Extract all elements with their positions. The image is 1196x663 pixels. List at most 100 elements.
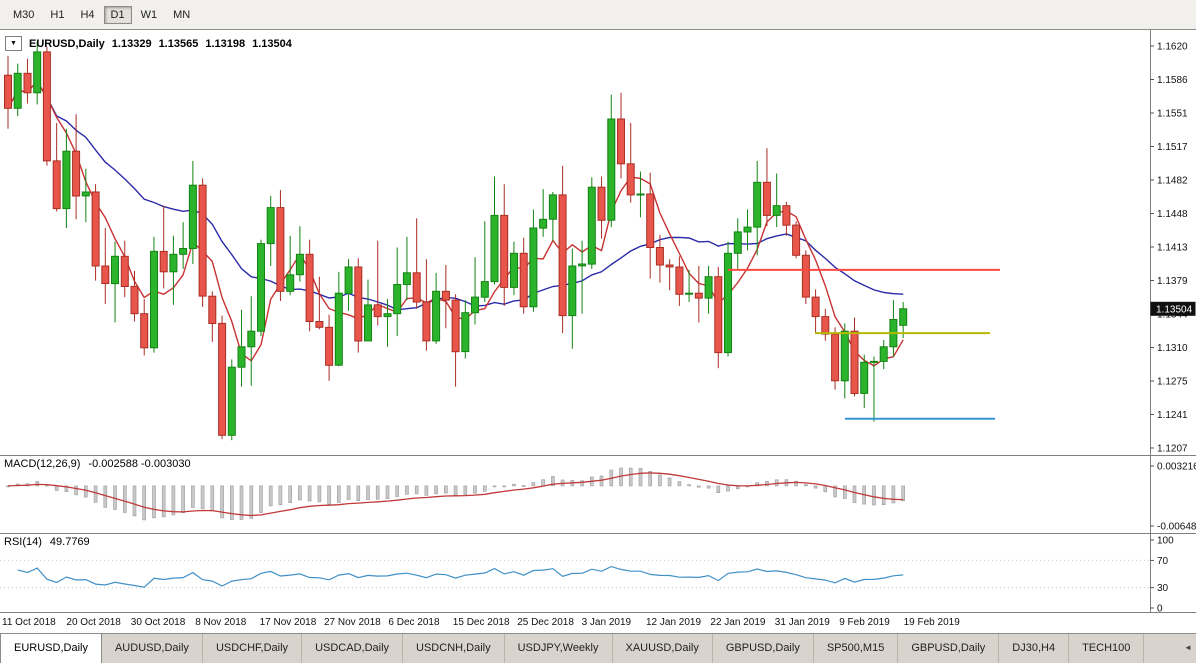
candle-body — [62, 150, 71, 210]
tab-USDCNH-Daily[interactable]: USDCNH,Daily — [403, 634, 505, 663]
macd-histogram-bar — [191, 485, 195, 508]
date-axis-label: 11 Oct 2018 — [2, 617, 56, 628]
tab-TECH100[interactable]: TECH100 — [1069, 634, 1145, 663]
macd-histogram-bar — [288, 485, 293, 503]
candle-body — [101, 265, 110, 284]
macd-histogram-bar — [220, 485, 224, 519]
macd-histogram-bar — [64, 485, 69, 492]
rsi-label: RSI(14) — [4, 536, 42, 548]
candle-body — [305, 253, 314, 322]
macd-histogram-bar — [200, 485, 205, 509]
candle-body — [617, 118, 625, 165]
candle-body — [266, 207, 275, 245]
macd-histogram-bar — [726, 485, 730, 492]
price-axis-label: 1.1551 — [1157, 109, 1188, 120]
chart-header: ▼ EURUSD,Daily 1.13329 1.13565 1.13198 1… — [5, 36, 292, 51]
macd-histogram-bar — [648, 471, 653, 487]
tab-USDJPY-Weekly[interactable]: USDJPY,Weekly — [505, 634, 613, 663]
current-price-badge — [1150, 301, 1196, 316]
tab-SP500-M15[interactable]: SP500,M15 — [814, 634, 899, 663]
candle-body — [111, 255, 119, 285]
macd-histogram-bar — [502, 485, 507, 488]
price-axis-label: 1.1586 — [1157, 75, 1188, 86]
price-axis-label: 1.1482 — [1157, 176, 1188, 187]
tab-scroll-left-icon[interactable]: ◄ — [1184, 643, 1192, 652]
timeframe-mn-button[interactable]: MN — [166, 6, 197, 24]
rsi-axis-label: 30 — [1157, 583, 1169, 594]
macd-label: MACD(12,26,9) — [4, 458, 81, 470]
date-axis-label: 15 Dec 2018 — [453, 617, 510, 628]
tab-USDCHF-Daily[interactable]: USDCHF,Daily — [203, 634, 303, 663]
macd-histogram-bar — [123, 485, 127, 513]
timeframe-h4-button[interactable]: H4 — [73, 6, 101, 24]
macd-histogram-bar — [54, 485, 59, 491]
date-axis-label: 27 Nov 2018 — [324, 617, 381, 628]
macd-signal-line — [7, 472, 904, 517]
tab-GBPUSD-Daily[interactable]: GBPUSD,Daily — [713, 634, 814, 663]
tab-EURUSD-Daily[interactable]: EURUSD,Daily — [0, 634, 102, 663]
symbol-dropdown-button[interactable]: ▼ — [5, 36, 22, 51]
candle-body — [159, 250, 168, 273]
macd-histogram-bar — [891, 485, 896, 504]
candle-body — [831, 333, 840, 382]
candle-body — [568, 265, 577, 317]
price-axis-label: 1.1379 — [1157, 276, 1188, 287]
date-axis-label: 8 Nov 2018 — [195, 617, 247, 628]
current-price-value: 1.13504 — [1156, 304, 1193, 315]
tab-USDCAD-Daily[interactable]: USDCAD,Daily — [302, 634, 404, 663]
macd-histogram-bar — [298, 485, 302, 501]
timeframe-w1-button[interactable]: W1 — [134, 6, 165, 24]
candle-body — [840, 330, 849, 382]
tab-GBPUSD-Daily[interactable]: GBPUSD,Daily — [898, 634, 1000, 663]
macd-histogram-bar — [833, 485, 837, 498]
candle-body — [364, 304, 372, 342]
macd-histogram-bar — [230, 485, 234, 520]
candle-body — [626, 163, 635, 196]
timeframe-m30-button[interactable]: M30 — [6, 6, 41, 24]
price-axis-label: 1.1310 — [1157, 343, 1188, 354]
candle-body — [694, 292, 703, 299]
candle-body — [276, 207, 285, 292]
low-value: 1.13198 — [205, 37, 246, 50]
macd-histogram-bar — [677, 481, 682, 487]
macd-histogram-bar — [424, 485, 429, 496]
date-axis-label: 6 Dec 2018 — [388, 617, 440, 628]
macd-histogram-bar — [142, 485, 146, 521]
candle-body — [675, 266, 684, 295]
candle-body — [733, 231, 742, 254]
candle-body — [247, 330, 256, 348]
rsi-header: RSI(14) 49.7769 — [4, 536, 90, 548]
candle-body — [899, 308, 908, 326]
timeframe-h1-button[interactable]: H1 — [43, 6, 71, 24]
macd-histogram-bar — [872, 485, 876, 506]
price-axis-label: 1.1517 — [1157, 142, 1188, 153]
candle-body — [665, 264, 674, 268]
candle-body — [402, 272, 411, 285]
candle-body — [140, 313, 149, 349]
price-axis-label: 1.1275 — [1157, 377, 1188, 388]
macd-histogram-bar — [842, 485, 847, 499]
date-axis-label: 22 Jan 2019 — [710, 617, 765, 628]
timeframe-d1-button[interactable]: D1 — [103, 5, 132, 24]
macd-histogram-bar — [74, 485, 78, 496]
tab-DJ30-H4[interactable]: DJ30,H4 — [999, 634, 1070, 663]
tab-AUDUSD-Daily[interactable]: AUDUSD,Daily — [102, 634, 203, 663]
candle-body — [879, 346, 888, 362]
macd-histogram-bar — [444, 485, 448, 494]
date-axis-label: 12 Jan 2019 — [646, 617, 701, 628]
candle-body — [607, 118, 616, 221]
candle-body — [42, 51, 51, 162]
macd-axis-label: -0.006485 — [1157, 522, 1196, 533]
candle-body — [500, 214, 509, 288]
macd-histogram-bar — [658, 474, 662, 487]
macd-histogram-bar — [667, 477, 672, 487]
tab-XAUUSD-Daily[interactable]: XAUUSD,Daily — [613, 634, 713, 663]
macd-histogram-bar — [696, 485, 701, 488]
candle-body — [646, 193, 655, 248]
symbol-title: EURUSD,Daily — [29, 37, 105, 50]
macd-histogram-bar — [259, 485, 263, 513]
price-axis-label: 1.1241 — [1157, 410, 1188, 421]
candle-body — [13, 72, 22, 109]
